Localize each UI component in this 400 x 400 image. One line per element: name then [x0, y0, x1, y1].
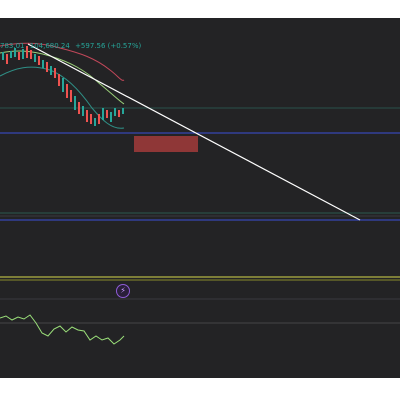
lightning-icon: ⚡ — [120, 286, 126, 295]
candle — [14, 48, 16, 57]
candle — [2, 52, 4, 60]
ohlc-legend: 783.01 104,680.24 +597.56 (+0.57%) — [0, 40, 144, 52]
candle — [34, 54, 36, 62]
candle — [98, 114, 100, 124]
candle — [102, 108, 104, 120]
candle — [30, 50, 32, 59]
candle — [114, 108, 116, 116]
price-change: +597.56 (+0.57%) — [75, 42, 142, 50]
candle — [86, 110, 88, 122]
candle — [10, 51, 12, 58]
candle — [26, 46, 28, 58]
chart-window[interactable]: 783.01 104,680.24 +597.56 (+0.57%) — [0, 18, 400, 378]
lower-band — [0, 66, 125, 129]
candle — [42, 60, 44, 68]
candle — [118, 110, 120, 117]
candle — [110, 112, 112, 122]
candle — [78, 102, 80, 114]
candle — [54, 68, 56, 78]
candle — [70, 90, 72, 102]
candle — [22, 49, 24, 59]
indicator-line — [0, 314, 125, 345]
price-chart-canvas[interactable] — [0, 18, 400, 378]
candle — [38, 56, 40, 65]
candle — [66, 84, 68, 98]
candle — [18, 52, 20, 60]
candle — [94, 118, 96, 126]
upper-band — [0, 42, 125, 81]
candle — [74, 96, 76, 110]
candles — [2, 46, 124, 126]
last-price: 104,680.24 — [29, 42, 70, 50]
candle — [50, 66, 52, 75]
lightning-badge[interactable]: ⚡ — [116, 284, 130, 298]
candle — [46, 62, 48, 72]
trend-line — [27, 43, 361, 221]
candle — [6, 54, 8, 64]
ohlc-left-value: 783.01 — [0, 42, 25, 50]
candle — [122, 108, 124, 114]
candle — [106, 110, 108, 118]
red-zone-box — [134, 136, 198, 152]
candle — [58, 74, 60, 86]
candle — [82, 106, 84, 116]
candle — [90, 114, 92, 124]
candle — [62, 78, 64, 92]
